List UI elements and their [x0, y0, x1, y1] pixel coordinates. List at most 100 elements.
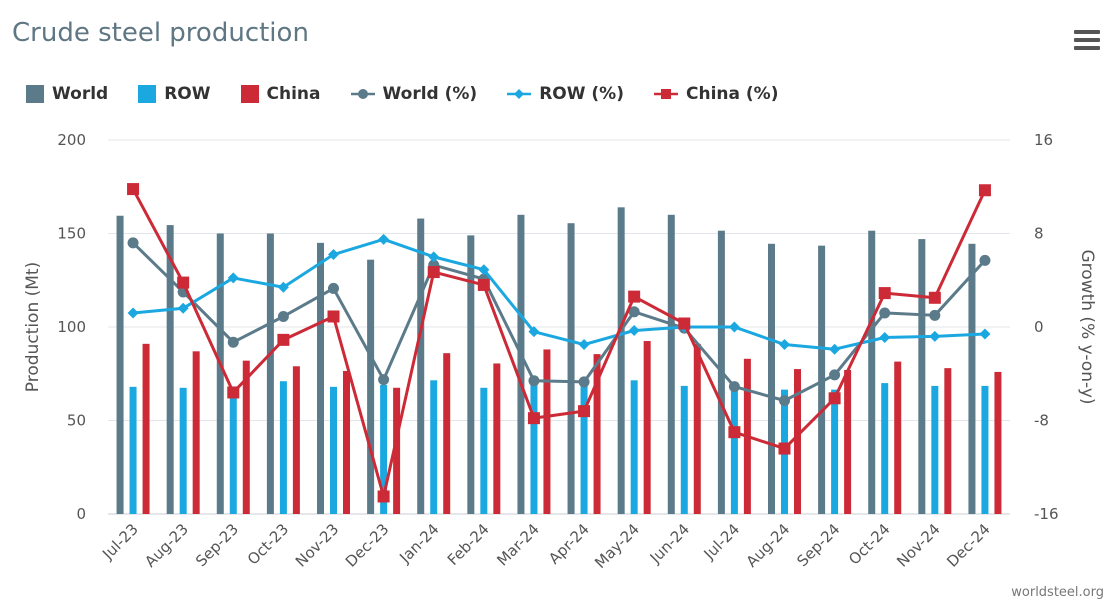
row-pct-point: [829, 343, 841, 355]
bar-china: [593, 354, 601, 514]
y2-tick-label: 8: [1034, 225, 1044, 243]
china-pct-point: [427, 266, 440, 279]
world-pct-point: [227, 336, 239, 348]
x-tick-label: Jan-24: [395, 520, 442, 567]
x-tick-label: Feb-24: [444, 520, 493, 569]
legend-item[interactable]: World (%): [350, 84, 478, 104]
bar-china: [493, 363, 501, 514]
row-pct-point: [378, 233, 390, 245]
china-pct-point: [928, 291, 941, 304]
bar-row: [330, 386, 337, 514]
x-tick-label: Oct-24: [845, 520, 893, 568]
row-pct-point: [979, 328, 991, 340]
bar-row: [229, 387, 237, 514]
y-tick-label: 0: [76, 505, 86, 523]
bar-world: [367, 259, 375, 514]
y-tick-label: 150: [57, 225, 86, 243]
x-tick-label: May-24: [591, 520, 643, 572]
legend-label: China: [266, 84, 321, 104]
circle-line-icon: [350, 89, 375, 99]
world-pct-point: [979, 254, 991, 266]
legend-item[interactable]: World: [26, 84, 108, 104]
y-axis-title: Production (Mt): [23, 262, 43, 392]
bar-world: [918, 239, 926, 515]
bar-row: [831, 389, 839, 514]
bar-icon: [240, 85, 259, 103]
world-pct-point: [929, 309, 941, 321]
world-pct-point: [779, 395, 790, 407]
bar-china: [343, 370, 350, 514]
world-pct-point: [578, 376, 590, 388]
y2-tick-label: 0: [1034, 318, 1044, 336]
legend-label: World (%): [382, 84, 478, 104]
x-tick-label: Dec-23: [342, 520, 393, 571]
bar-china: [894, 361, 902, 514]
y2-tick-label: -16: [1034, 505, 1059, 523]
china-pct-point: [377, 490, 390, 503]
credit-text[interactable]: worldsteel.org: [1011, 585, 1104, 600]
x-tick-label: Nov-23: [292, 520, 342, 570]
china-pct-point: [978, 184, 991, 197]
china-pct-point: [578, 405, 591, 418]
bar-china: [944, 368, 952, 514]
bar-china: [443, 353, 451, 514]
world-pct-point: [829, 369, 841, 381]
china-pct-line: [131, 188, 987, 498]
legend-item[interactable]: ROW: [138, 84, 211, 104]
legend-item[interactable]: China: [240, 84, 321, 104]
y-tick-label: 100: [57, 318, 86, 336]
bar-row: [530, 379, 538, 514]
china-pct-point: [227, 386, 240, 399]
row-pct-point: [277, 281, 289, 293]
row-pct-point: [929, 330, 941, 342]
bar-row: [179, 387, 187, 514]
hamburger-menu-icon[interactable]: [1074, 30, 1100, 52]
bar-china: [192, 351, 200, 514]
china-pct-point: [127, 183, 140, 196]
bar-world: [166, 225, 174, 514]
legend-item[interactable]: China (%): [654, 84, 778, 104]
x-tick-label: Apr-24: [545, 520, 593, 568]
bar-china: [794, 369, 801, 514]
row-pct-point: [227, 272, 239, 284]
bar-row: [931, 385, 939, 514]
china-pct-point: [477, 278, 490, 291]
bar-row: [630, 380, 638, 514]
x-tick-label: Jun-24: [646, 520, 693, 567]
legend-item[interactable]: ROW (%): [507, 84, 624, 104]
bar-world: [617, 207, 625, 514]
bar-row: [480, 387, 488, 514]
bar-row: [129, 386, 137, 514]
world-pct-point: [728, 381, 740, 393]
x-tick-label: Aug-24: [743, 520, 794, 571]
bar-china: [844, 370, 852, 514]
bar-world: [417, 218, 425, 515]
y2-tick-label: -8: [1034, 412, 1049, 430]
row-pct-point: [177, 302, 189, 314]
x-tick-label: Jul-24: [700, 520, 744, 564]
bar-row: [981, 385, 989, 514]
bar-row: [279, 381, 287, 514]
legend-label: China (%): [686, 84, 779, 104]
bar-world: [467, 235, 475, 514]
bar-world: [517, 214, 525, 515]
world-pct-line: [132, 241, 987, 403]
x-tick-label: Aug-23: [141, 520, 192, 571]
china-pct-point: [678, 317, 691, 330]
row-pct-line: [132, 237, 986, 351]
bar-icon: [138, 85, 157, 103]
bar-china: [543, 349, 551, 514]
y-tick-label: 50: [67, 412, 86, 430]
row-pct-point: [578, 339, 590, 351]
bar-world: [216, 233, 224, 514]
world-pct-point: [127, 237, 139, 249]
x-tick-label: Sep-23: [192, 520, 242, 570]
china-pct-point: [878, 287, 891, 300]
china-pct-point: [828, 392, 841, 405]
bar-row: [680, 385, 688, 514]
bar-world: [116, 215, 124, 515]
row-pct-point: [628, 325, 640, 337]
legend-label: ROW (%): [539, 84, 624, 104]
row-pct-point: [478, 264, 490, 276]
